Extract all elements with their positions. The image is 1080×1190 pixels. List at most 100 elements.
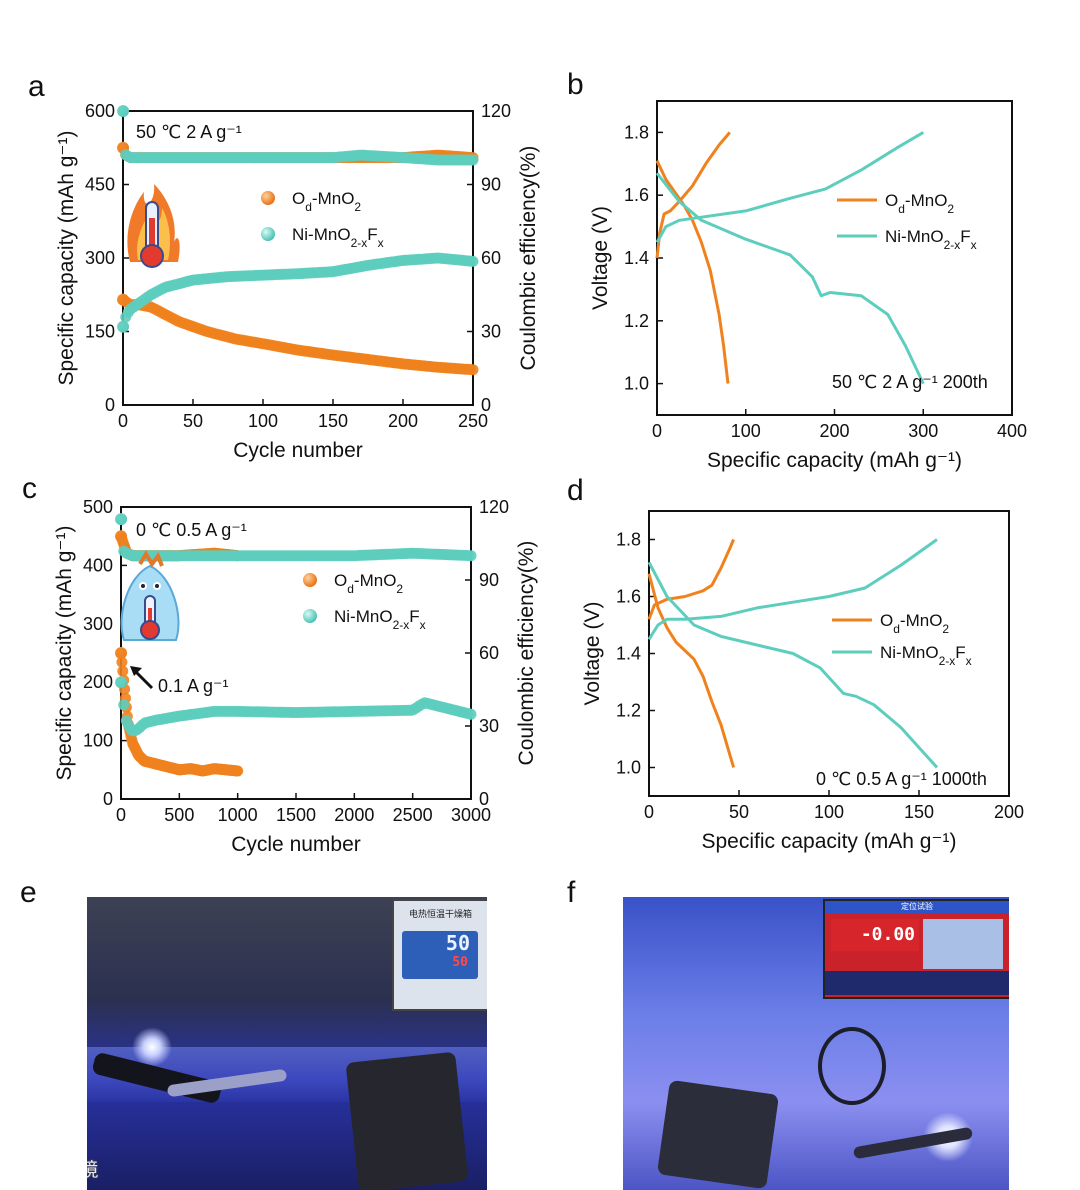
y2-tick-label: 30 [479, 716, 499, 736]
test-screen: 定位试验 -0.00 [823, 899, 1009, 999]
y-tick-label: 1.4 [616, 644, 641, 664]
y-tick-label: 1.0 [616, 758, 641, 778]
x-tick-label: 0 [652, 421, 662, 441]
chart-b: b 0 100 200 300 400 1.0 1.2 1.4 1.6 1.8 Specific ca… [567, 68, 1027, 472]
data-point [465, 550, 477, 562]
x-tick-label: 1000 [218, 805, 258, 825]
x-tick-label: 400 [997, 421, 1027, 441]
chart-c: c0 500 1000 1500 2000 2500 3000010020030040050… [22, 472, 538, 856]
y2-tick-label: 120 [479, 497, 509, 517]
display-set-value: 50 [452, 955, 468, 970]
legend-label: Od-MnO2 [880, 611, 949, 636]
y2-tick-label: 90 [479, 570, 499, 590]
y2-tick-label: 120 [481, 101, 511, 121]
x-tick-label: 0 [644, 802, 654, 822]
oven-display-panel: 电热恒温干燥箱 50 50 [392, 899, 487, 1011]
series-line-ni-mno2-xfx-discharge [647, 561, 939, 769]
y2-tick-label: 90 [481, 175, 501, 195]
x-tick-label: 100 [814, 802, 844, 822]
screen-bottom-bar [825, 971, 1009, 995]
series-od-mno2-capacity [115, 647, 244, 777]
y-tick-label: 1.6 [624, 185, 649, 205]
data-point [115, 647, 127, 659]
watermark-text: 大数跨境 [87, 1159, 99, 1181]
x-tick-label: 150 [318, 411, 348, 431]
watermark: ഠ大数跨境 [87, 1155, 99, 1182]
condition-label: 0 ℃ 0.5 A g⁻¹ 1000th [816, 769, 987, 789]
y-tick-label: 300 [83, 614, 113, 634]
legend-swatch [261, 227, 275, 241]
x-tick-label: 50 [729, 802, 749, 822]
x-tick-label: 0 [118, 411, 128, 431]
y-tick-label: 1.8 [624, 122, 649, 142]
hot-thermometer-icon [127, 184, 180, 268]
data-point [117, 321, 129, 333]
y-tick-label: 1.4 [624, 248, 649, 268]
x-axis-label: Specific capacity (mAh g⁻¹) [707, 449, 962, 472]
y-tick-label: 1.6 [616, 587, 641, 607]
battery-device [656, 1079, 780, 1190]
y2-tick-label: 0 [481, 395, 491, 415]
series-line-od-mno2-discharge [647, 573, 736, 768]
y-tick-label: 400 [83, 555, 113, 575]
x-tick-label: 200 [994, 802, 1024, 822]
y-tick-label: 0 [103, 789, 113, 809]
y2-tick-label: 60 [479, 643, 499, 663]
chart-a: a0 50 100 150 200 25001503004506000306090120C… [28, 70, 540, 462]
arrow-head [130, 666, 142, 676]
y-tick-label: 100 [83, 731, 113, 751]
cable-loop [818, 1027, 886, 1105]
legend-label: Ni-MnO2-xFx [292, 225, 384, 250]
legend-label: Ni-MnO2-xFx [880, 643, 972, 668]
y2-tick-label: 60 [481, 248, 501, 268]
panel-letter-c: c [22, 472, 37, 505]
y-tick-label: 200 [83, 672, 113, 692]
x-tick-label: 50 [183, 411, 203, 431]
arrow-line [134, 670, 154, 690]
series-ni-mno2-xfx-capacity [115, 676, 477, 737]
y-tick-label: 600 [85, 101, 115, 121]
x-tick-label: 2500 [393, 805, 433, 825]
legend-label: Ni-MnO2-xFx [885, 227, 977, 252]
cold-thermometer-icon [120, 550, 180, 641]
series-line-ni-mno2-xfx-charge [647, 538, 938, 641]
plot-area-d [647, 538, 939, 769]
series-line-ni-mno2-xfx-discharge [655, 172, 925, 385]
series-ni-mno2-xfx-capacity [117, 252, 479, 333]
x-axis-label: Specific capacity (mAh g⁻¹) [702, 830, 957, 853]
y-axis-label: Specific capacity (mAh g⁻¹) [53, 526, 76, 781]
data-point [118, 699, 130, 711]
legend-label: Od-MnO2 [885, 191, 954, 216]
x-tick-label: 200 [388, 411, 418, 431]
led-glow [132, 1027, 172, 1067]
legend-label: Od-MnO2 [334, 571, 403, 596]
screen-right-panel [923, 919, 1003, 969]
data-point [467, 364, 479, 376]
y-tick-label: 450 [85, 175, 115, 195]
x-axis-label: Cycle number [231, 833, 361, 856]
y-tick-label: 0 [105, 395, 115, 415]
panel-letter-e: e [20, 876, 37, 909]
condition-label: 50 ℃ 2 A g⁻¹ 200th [832, 372, 988, 392]
screen-value: -0.00 [860, 924, 915, 945]
y-tick-label: 1.2 [624, 311, 649, 331]
y-axis-label: Voltage (V) [581, 602, 604, 706]
arrow-label: 0.1 A g⁻¹ [158, 676, 229, 696]
legend-swatch [303, 609, 317, 623]
series-line-od-mno2-charge [655, 131, 731, 259]
x-tick-label: 100 [248, 411, 278, 431]
display-main-value: 50 [445, 931, 470, 955]
x-tick-label: 0 [116, 805, 126, 825]
plot-area-b [655, 131, 925, 385]
data-point [467, 154, 479, 166]
data-point [116, 656, 128, 668]
y-tick-label: 300 [85, 248, 115, 268]
y-axis-label: Voltage (V) [589, 206, 612, 310]
x-tick-label: 100 [731, 421, 761, 441]
legend-label: Od-MnO2 [292, 189, 361, 214]
x-tick-label: 250 [458, 411, 488, 431]
data-point [232, 765, 244, 777]
y-tick-label: 500 [83, 497, 113, 517]
plot-frame-b [656, 100, 1013, 416]
data-point [465, 708, 477, 720]
